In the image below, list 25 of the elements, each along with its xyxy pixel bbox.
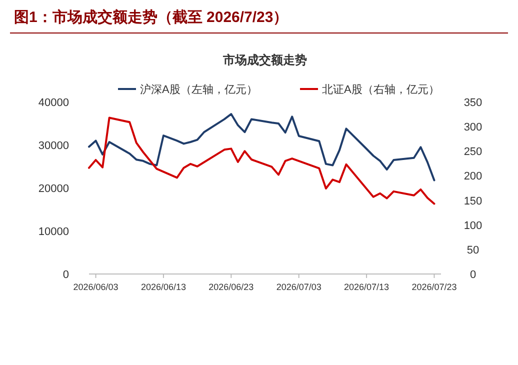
y2-tick-label: 300 xyxy=(464,122,482,134)
x-tick-label: 2026/06/23 xyxy=(208,282,254,292)
y2-tick-label: 0 xyxy=(470,269,476,281)
y2-tick-label: 350 xyxy=(464,97,482,109)
chart-title: 图1：市场成交额走势（截至 2026/7/23） xyxy=(14,8,288,26)
x-tick-label: 2026/07/03 xyxy=(276,282,322,292)
x-tick-label: 2026/06/13 xyxy=(140,282,186,292)
chart-subtitle: 市场成交额走势 xyxy=(222,53,307,67)
x-tick-label: 2026/07/13 xyxy=(344,282,390,292)
y-tick-label: 30000 xyxy=(38,140,69,152)
line-series xyxy=(88,116,436,205)
y2-tick-label: 50 xyxy=(466,244,480,256)
y2-tick-label: 150 xyxy=(464,195,482,208)
legend-label: 北证A股（右轴，亿元） xyxy=(322,83,440,96)
y-tick-label: 10000 xyxy=(38,226,69,238)
y-tick-label: 20000 xyxy=(38,183,69,195)
y-tick-label: 0 xyxy=(62,269,69,281)
x-tick-label: 2026/06/03 xyxy=(73,282,118,292)
line-series xyxy=(88,113,436,182)
y2-tick-label: 100 xyxy=(464,220,482,232)
y2-tick-label: 250 xyxy=(464,146,482,158)
y-tick-label: 40000 xyxy=(38,97,69,109)
legend-label: 沪深A股（左轴，亿元） xyxy=(140,83,258,96)
x-tick-label: 2026/07/23 xyxy=(412,282,457,292)
y2-tick-label: 200 xyxy=(464,170,482,183)
